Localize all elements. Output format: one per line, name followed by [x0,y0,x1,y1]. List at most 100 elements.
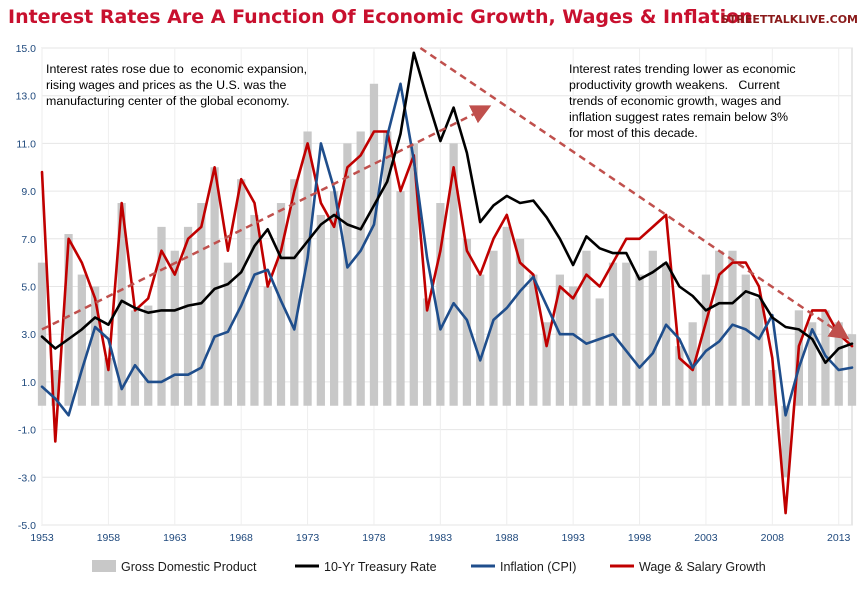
x-tick-label: 1988 [495,532,519,544]
y-tick-label: 3.0 [21,329,36,341]
gdp-bar [210,167,219,406]
legend-item: Wage & Salary Growth [610,560,766,574]
gdp-bar [834,322,843,406]
legend-label: Inflation (CPI) [500,560,576,574]
x-tick-label: 1983 [429,532,453,544]
gdp-bar [144,305,153,406]
gdp-bar [821,310,830,406]
x-tick-label: 1968 [230,532,254,544]
gdp-bar [237,179,246,406]
x-tick-label: 1958 [97,532,121,544]
legend-item: Gross Domestic Product [92,560,257,574]
legend-swatch [92,560,116,572]
gdp-bar [781,405,790,478]
gdp-bar [542,322,551,406]
gdp-bar [768,369,777,406]
gdp-bar [622,262,631,406]
legend-item: 10-Yr Treasury Rate [295,560,437,574]
gdp-bar [77,274,86,406]
x-tick-label: 1993 [561,532,585,544]
gdp-bar [808,322,817,406]
gdp-bar [223,262,233,406]
gdp-bar [157,226,166,406]
gdp-bar [449,143,458,406]
gdp-bar [51,369,60,406]
gdp-bar [661,262,671,406]
gdp-bar [436,203,445,406]
legend-label: Gross Domestic Product [121,560,257,574]
y-tick-label: 7.0 [21,234,36,246]
x-tick-label: 1963 [163,532,187,544]
gdp-bar [675,346,684,406]
gdp-bar [701,274,711,406]
x-tick-label: 2003 [694,532,718,544]
gdp-bar [688,322,697,406]
gdp-bar [316,214,325,406]
gdp-bar [369,83,379,406]
gdp-bar [648,250,657,406]
gdp-bar [250,214,259,406]
trend-arrow-falling [419,46,850,340]
gdp-bar [476,274,485,406]
gdp-bar [343,143,352,406]
y-tick-label: 13.0 [16,91,37,103]
gdp-bar [104,358,113,406]
gdp-bar [183,226,193,406]
gdp-bar [529,274,538,406]
gdp-bar [741,274,750,406]
y-tick-label: 9.0 [21,186,36,198]
x-tick-label: 2008 [761,532,785,544]
gdp-bar [715,250,724,406]
gdp-bar [555,274,564,406]
gdp-bar [595,298,604,406]
gdp-bar [263,286,272,406]
x-tick-label: 1953 [30,532,54,544]
x-tick-label: 1973 [296,532,320,544]
y-tick-label: 1.0 [21,377,36,389]
gdp-bar [130,310,140,406]
gdp-bar [582,250,591,406]
cpi-line [40,82,854,417]
legend-item: Inflation (CPI) [471,560,576,574]
gdp-bar [489,250,498,406]
title-bar: Interest Rates Are A Function Of Economi… [0,0,868,42]
gdp-bar [515,238,525,406]
legend-label: 10-Yr Treasury Rate [324,560,437,574]
gdp-bar [330,191,339,406]
gdp-bar [635,274,644,406]
x-tick-label: 2013 [827,532,851,544]
gdp-bar [754,298,764,406]
gdp-bar [383,131,392,406]
gdp-bar [64,234,73,406]
gdp-bar [90,286,100,406]
annotation-right: Interest rates trending lower as economi… [569,62,796,140]
y-tick-label: -5.0 [18,520,36,532]
gdp-bar [37,262,47,406]
x-tick-label: 1978 [362,532,386,544]
y-tick-label: -3.0 [18,472,36,484]
wages-line [40,130,854,515]
trend-arrow-rising [41,105,492,331]
x-tick-label: 1998 [628,532,652,544]
gdp-bar [847,334,857,406]
gdp-bar [396,191,405,406]
gdp-bar [422,298,432,406]
gdp-bar [290,179,299,406]
gdp-bar [409,143,418,406]
y-tick-label: 15.0 [16,43,37,55]
gdp-bar [117,203,126,406]
gdp-bar [276,203,286,406]
legend-label: Wage & Salary Growth [639,560,766,574]
treasury-line [40,51,854,365]
chart-title: Interest Rates Are A Function Of Economi… [8,6,753,28]
gdp-bar [728,250,737,406]
gdp-bar [356,131,365,406]
gdp-bar [170,250,179,406]
gdp-bar [303,131,312,406]
y-tick-label: -1.0 [18,425,36,437]
brand-logo: STREETTALKLIVE.COM [720,13,858,26]
y-tick-label: 5.0 [21,282,36,294]
annotation-left: Interest rates rose due to economic expa… [46,62,308,108]
y-tick-label: 11.0 [16,138,36,150]
